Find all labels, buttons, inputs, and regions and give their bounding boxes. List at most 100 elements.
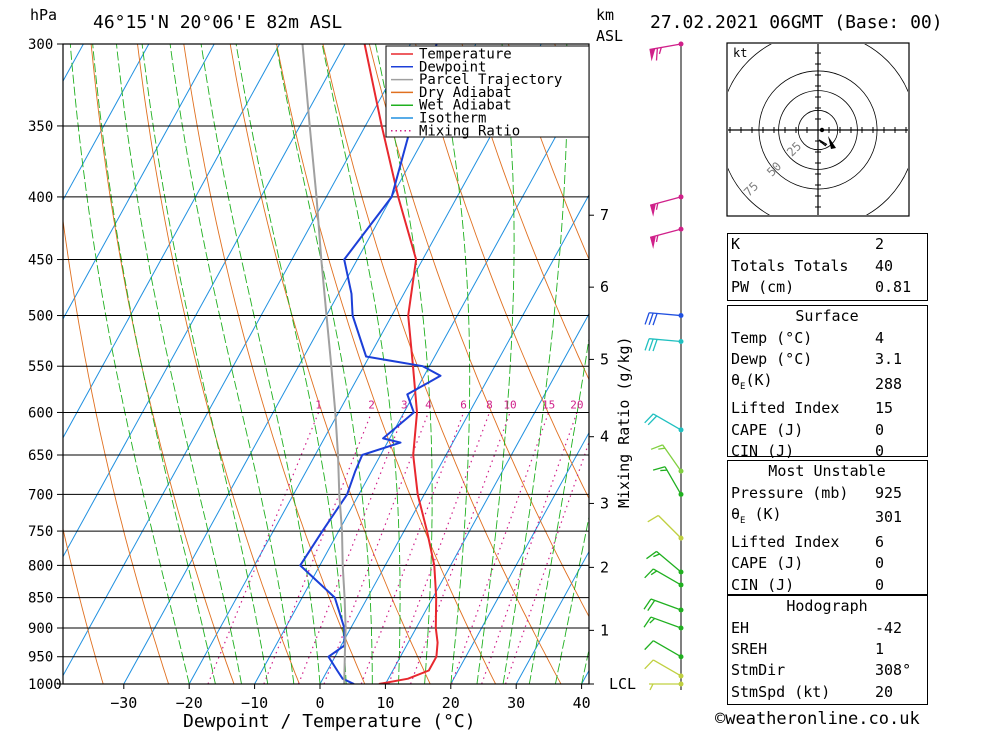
wind-barb (647, 514, 684, 541)
wet-adiabat-line (69, 44, 190, 684)
mixing-ratio-label: 15 (542, 398, 555, 411)
surface-title: Surface (795, 307, 859, 326)
sreh-label: SREH (731, 639, 768, 658)
isotherm-line (123, 44, 477, 684)
wind-barb (644, 640, 684, 660)
mu-pressure-label: Pressure (mb) (731, 483, 849, 502)
wind-barb-shaft (649, 196, 682, 206)
wind-barb-shaft (656, 550, 682, 573)
mixing-ratio-label: 3 (401, 398, 408, 411)
dry-adiabat-line (229, 44, 431, 684)
wind-barb-feather (644, 640, 654, 651)
wind-barb-pennant (649, 48, 656, 62)
mixing-ratio-line (481, 412, 578, 684)
dry-adiabat-line (137, 44, 300, 684)
legend-box (385, 45, 590, 138)
wind-barb-feather (647, 514, 659, 523)
wind-barb-feather (648, 312, 654, 326)
wind-barb (649, 681, 684, 691)
hodograph-trace (818, 139, 828, 147)
pressure-tick-labels: 300 350 400 450 500 550 600 650 700 750 800 850 900 9… (28, 37, 63, 693)
wet-adiabat-line (116, 44, 242, 684)
isotherm-line (63, 44, 281, 439)
most-unstable-table: Most Unstable Pressure (mb) 925 θE (K) 301… (727, 461, 927, 596)
copyright-link[interactable]: ©weatheronline.co.uk (715, 709, 920, 729)
wind-barb (644, 568, 684, 588)
wind-barb (643, 616, 684, 631)
plot-area: 1 2 3 4 6 8 10 15 20 25 (63, 7, 1000, 710)
wind-barb-feather (644, 659, 654, 670)
mu-thetae-label: θE (K) (731, 504, 782, 526)
wind-barb-shaft (649, 43, 682, 51)
surface-table: Surface Temp (°C) 4 Dewp (°C) 3.1 θE(K) 288… (727, 306, 927, 462)
pressure-tick-label: 400 (28, 190, 53, 206)
legend-label: Dry Adiabat (419, 85, 512, 101)
wind-barb-feather (655, 203, 659, 210)
pressure-tick-label: 500 (28, 309, 53, 325)
dry-adiabat-line (952, 7, 1000, 710)
surface-cape-label: CAPE (J) (731, 420, 804, 439)
pressure-tick-label: 550 (28, 359, 53, 375)
hodograph-table-box (727, 595, 928, 705)
mu-li-label: Lifted Index (731, 532, 840, 551)
wind-barb-feather (643, 616, 652, 628)
wind-barb-feather (649, 683, 654, 691)
wind-barb (649, 194, 684, 217)
pressure-tick-label: 750 (28, 524, 53, 540)
surface-li-label: Lifted Index (731, 399, 840, 418)
surface-cin-value: 0 (875, 442, 885, 461)
k-value: 2 (875, 235, 885, 254)
plot-frame (62, 43, 590, 685)
wind-barb (650, 444, 684, 474)
altitude-ticks: 7 6 5 4 3 2 1 LCL (589, 206, 636, 693)
wind-barb-feather (652, 339, 658, 352)
wind-barb-feather (644, 568, 654, 579)
hodograph-table: Hodograph EH -42 SREH 1 StmDir 308° StmSpd … (727, 596, 927, 703)
wind-barb-feather (650, 444, 663, 450)
legend-label: Parcel Trajectory (419, 72, 562, 88)
wind-barb-shaft (652, 413, 682, 431)
pressure-tick-label: 900 (28, 621, 53, 637)
storm-motion-marker (828, 136, 836, 149)
wind-barb (644, 312, 684, 326)
mu-li-value: 6 (875, 532, 885, 551)
altitude-tick-label: 6 (600, 278, 609, 296)
stmspd-value: 20 (875, 682, 894, 701)
dry-adiabat-line (322, 44, 562, 684)
legend-label: Wet Adiabat (419, 98, 512, 114)
mixing-ratio-lines (207, 412, 589, 684)
eh-label: EH (731, 618, 750, 637)
altitude-tick-label: LCL (609, 675, 636, 693)
pressure-tick-label: 700 (28, 487, 53, 503)
legend-label: Mixing Ratio (419, 123, 520, 139)
mixing-ratio-line (297, 412, 405, 684)
pressure-tick-label: 300 (28, 37, 53, 53)
wind-barb (649, 41, 684, 62)
wet-adiabat-line (435, 44, 471, 684)
dry-adiabat-line (415, 44, 589, 500)
stmdir-label: StmDir (731, 661, 786, 680)
dry-adiabat-line (507, 44, 589, 261)
wet-adiabat-line (502, 44, 568, 684)
wet-adiabat-line (200, 44, 321, 684)
wind-barb-feather (647, 600, 656, 612)
temperature-tick-labels: −30 −20 −10 0 10 20 30 40 (110, 684, 591, 712)
wind-barb-shaft (649, 228, 682, 239)
wind-barb-feather (653, 553, 660, 558)
x-axis-title: Dewpoint / Temperature (°C) (183, 711, 476, 732)
temperature-tick-label: 20 (442, 694, 460, 712)
altitude-tick-label: 3 (600, 494, 609, 512)
series-temperature (363, 44, 439, 684)
mixing-ratio-line (451, 412, 550, 684)
isotherm-line (319, 193, 589, 684)
pressure-tick-label: 850 (28, 591, 53, 607)
mixing-ratio-line (323, 412, 429, 684)
surface-li-value: 15 (875, 399, 894, 418)
wind-barb-feather (650, 570, 658, 576)
dry-adiabat-line (63, 217, 170, 684)
wind-barb-pennant (650, 203, 656, 217)
wind-barb-shaft (657, 515, 682, 539)
surface-cape-value: 0 (875, 420, 885, 439)
